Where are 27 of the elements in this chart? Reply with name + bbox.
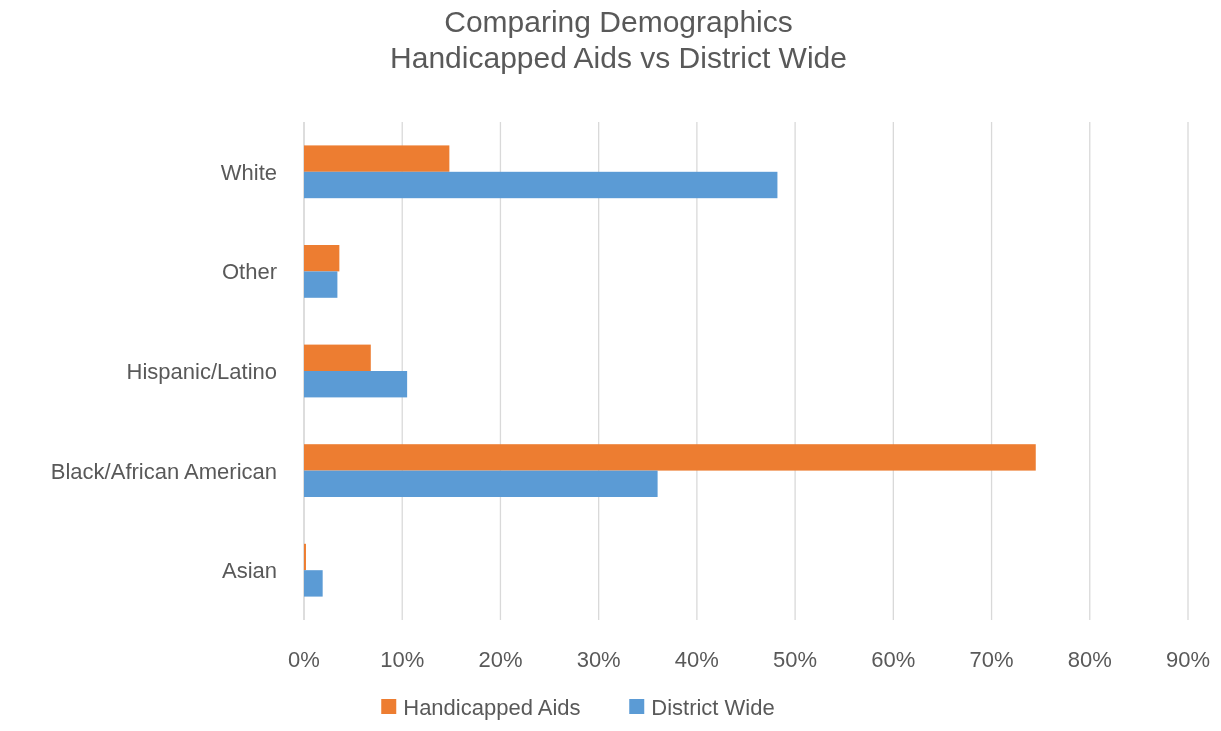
x-tick-label: 40%	[674, 647, 719, 672]
x-tick-label: 80%	[1067, 647, 1112, 672]
bar	[304, 145, 450, 172]
bar	[304, 444, 1036, 471]
x-tick-label: 70%	[969, 647, 1014, 672]
x-tick-label: 60%	[871, 647, 916, 672]
x-tick-label: 0%	[288, 647, 320, 672]
x-tick-label: 20%	[478, 647, 523, 672]
x-tick-label: 10%	[380, 647, 425, 672]
bar	[304, 371, 408, 398]
y-tick-label: Asian	[221, 558, 277, 584]
bar	[304, 344, 371, 371]
y-tick-label: White	[220, 159, 277, 185]
bar	[304, 245, 340, 272]
chart-title: Comparing Demographics Handicapped Aids vs District Wide	[390, 5, 847, 74]
x-tick-label: 50%	[773, 647, 818, 672]
bar	[304, 171, 778, 199]
bar	[304, 271, 338, 298]
bar	[304, 570, 323, 597]
bar	[304, 470, 658, 497]
y-tick-label: Black/African American	[50, 458, 277, 484]
legend-label: District Wide	[651, 695, 775, 720]
y-tick-label: Other	[221, 259, 277, 285]
legend-label: Handicapped Aids	[403, 695, 581, 720]
x-tick-label: 30%	[576, 647, 621, 672]
x-tick-label: 90%	[1165, 647, 1211, 672]
y-tick-label: Hispanic/Latino	[126, 359, 277, 384]
